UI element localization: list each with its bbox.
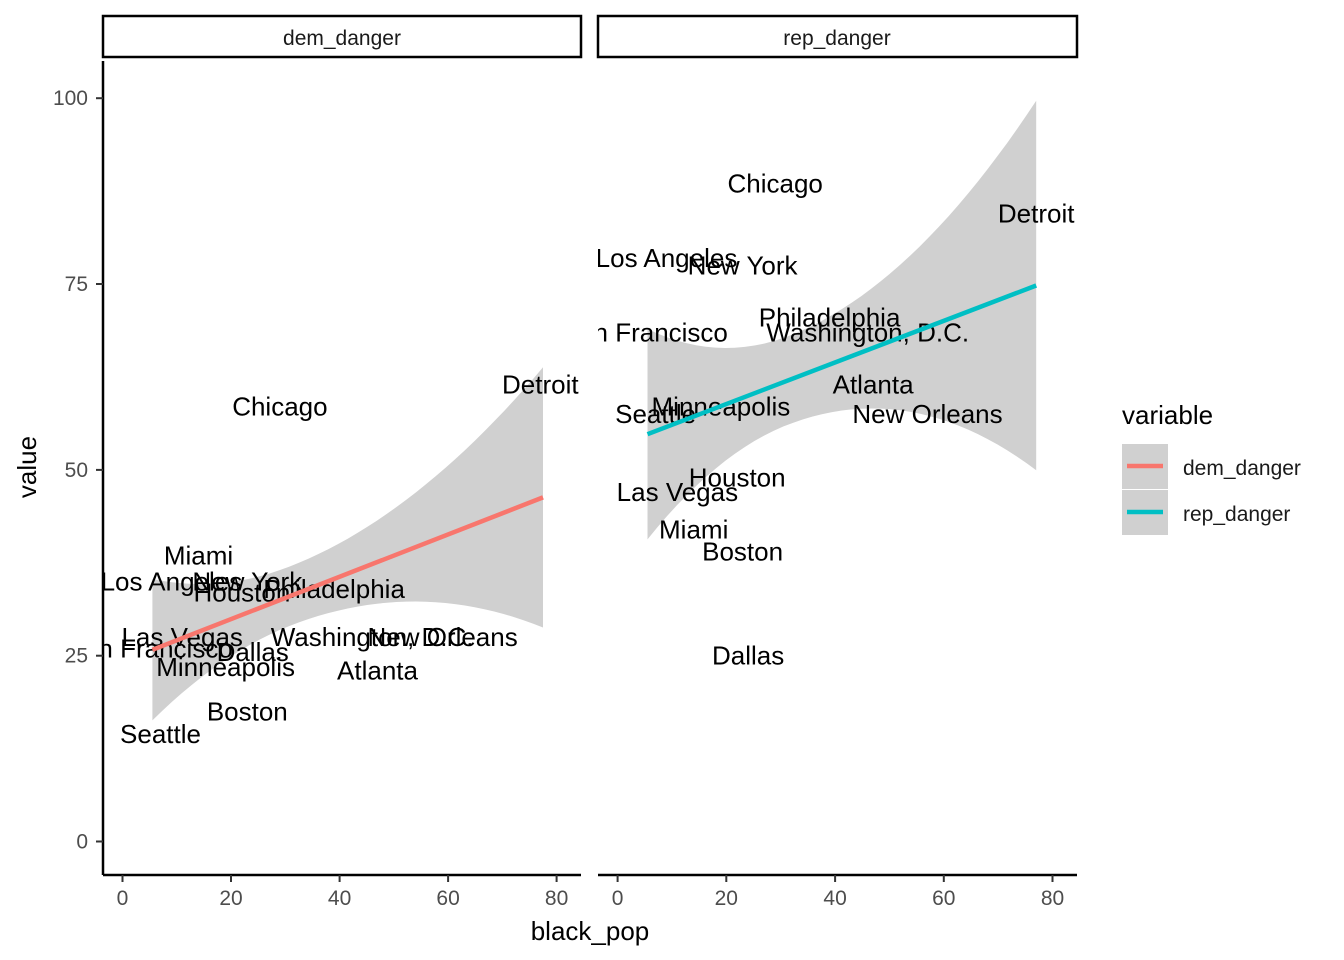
y-tick-label: 75 (65, 273, 88, 296)
y-tick-label: 50 (65, 459, 88, 482)
point-label: Dallas (217, 637, 289, 667)
x-tick-label: 80 (1041, 887, 1064, 910)
legend-label-rep-danger: rep_danger (1183, 503, 1290, 526)
point-label: Washington, D.C. (271, 622, 474, 652)
point-label: Seattle (120, 719, 201, 749)
point-label: Minneapolis (156, 652, 295, 682)
confidence-band (152, 367, 543, 721)
regression-line (151, 495, 544, 652)
strip-rep-danger (596, 14, 1079, 59)
point-label: Philadelphia (759, 303, 901, 333)
point-label: Dallas (712, 641, 784, 671)
point-label: Los Angeles (101, 566, 243, 596)
x-tick-label: 60 (436, 887, 459, 910)
point-label: Chicago (232, 392, 327, 422)
y-tick-label: 25 (65, 645, 88, 668)
x-axis-title: black_pop (531, 916, 650, 946)
x-tick-label: 40 (823, 887, 846, 910)
point-label: Los Angeles (596, 243, 738, 273)
point-label: Miami (659, 514, 728, 544)
strip-label-rep-danger: rep_danger (783, 27, 890, 50)
x-tick-label: 80 (545, 887, 568, 910)
y-tick-label: 100 (53, 87, 88, 110)
point-label: San Francisco (562, 317, 728, 347)
point-label: New York (688, 250, 799, 280)
confidence-band (647, 100, 1037, 540)
y-axis-title: value (12, 436, 42, 498)
strip-label-dem-danger: dem_danger (283, 27, 401, 50)
point-label: Detroit (502, 369, 579, 399)
legend: variable dem_danger rep_danger (1122, 400, 1301, 535)
point-label: Chicago (727, 169, 822, 199)
y-tick-label: 0 (76, 831, 88, 854)
x-tick-label: 0 (612, 887, 624, 910)
point-label: New York (192, 566, 303, 596)
x-tick-label: 20 (219, 887, 242, 910)
axes: 0 25 50 75 100 0 20 40 60 80 0 20 40 60 80 (53, 61, 1077, 910)
x-tick-label: 40 (328, 887, 351, 910)
strip-dem-danger (101, 14, 583, 59)
point-label: Detroit (998, 198, 1075, 228)
point-label: Atlanta (833, 369, 914, 399)
point-label: Seattle (615, 399, 696, 429)
regression-line (646, 283, 1038, 437)
point-label: New Orleans (852, 399, 1002, 429)
point-label: Boston (702, 537, 783, 567)
x-tick-label: 60 (932, 887, 955, 910)
point-label: Miami (164, 540, 233, 570)
point-label: New Orleans (367, 622, 517, 652)
point-label: San Francisco (67, 633, 233, 663)
point-label: Atlanta (337, 656, 418, 686)
x-tick-label: 20 (715, 887, 738, 910)
x-tick-label: 0 (117, 887, 129, 910)
legend-label-dem-danger: dem_danger (1183, 457, 1301, 480)
point-label: Boston (207, 697, 288, 727)
legend-title: variable (1122, 400, 1213, 430)
point-label: Las Vegas (617, 477, 738, 507)
point-label: Houston (689, 462, 786, 492)
